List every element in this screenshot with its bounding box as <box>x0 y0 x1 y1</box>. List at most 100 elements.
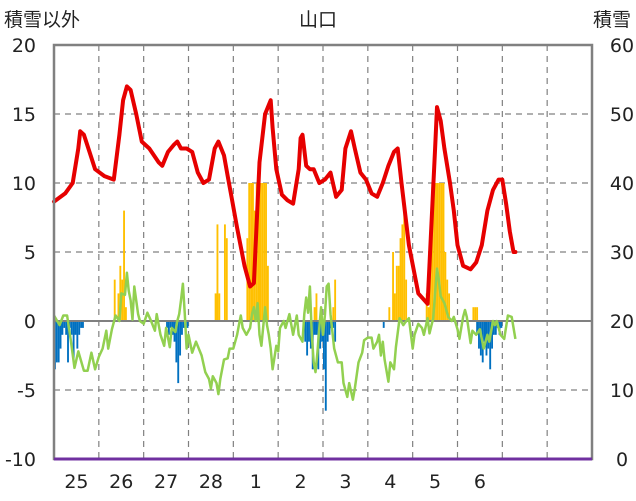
precip-bar <box>472 307 475 321</box>
right-tick-label: 40 <box>610 173 634 195</box>
precip-bar <box>442 183 445 321</box>
negative-bar <box>500 321 503 328</box>
precip-bar <box>438 183 441 321</box>
negative-bar <box>59 321 62 349</box>
date-label: 4 <box>384 471 396 493</box>
precip-bar <box>117 293 120 321</box>
negative-bar <box>175 321 178 363</box>
precip-bar <box>388 307 391 321</box>
date-label: 3 <box>339 471 351 493</box>
precip-bar <box>223 224 226 321</box>
snow-depth-line <box>52 84 518 306</box>
precip-bar <box>403 210 406 321</box>
precip-bar <box>332 307 335 321</box>
negative-bar <box>70 321 73 335</box>
negative-bar <box>169 321 172 328</box>
negative-bar <box>332 321 335 328</box>
negative-bar <box>492 321 495 335</box>
precip-bar <box>263 183 266 321</box>
negative-bar <box>177 321 180 384</box>
negative-bar <box>72 321 75 363</box>
precip-bar <box>225 238 228 321</box>
precip-bar <box>444 252 447 321</box>
precip-bar <box>214 293 217 321</box>
negative-bar <box>181 321 183 335</box>
left-tick-label: 20 <box>12 35 36 57</box>
left-tick-label: 5 <box>24 242 36 264</box>
precip-bar <box>446 279 449 321</box>
negative-bar <box>334 321 337 342</box>
precip-bar <box>124 307 127 321</box>
negative-bar <box>323 321 325 370</box>
x-axis: 25 26 27 28 1 2 3 4 5 6 <box>64 471 486 493</box>
negative-bar <box>74 321 77 335</box>
right-tick-label: 20 <box>610 311 634 333</box>
negative-bar <box>324 321 327 411</box>
negative-bar <box>80 321 83 328</box>
precip-bar <box>216 224 219 321</box>
date-label: 28 <box>199 471 223 493</box>
precip-bar <box>397 265 400 321</box>
precip-bar <box>401 224 404 321</box>
right-axis-label: 積雪 <box>593 9 631 31</box>
negative-bar <box>166 321 168 328</box>
negative-bar <box>313 321 316 335</box>
negative-bar <box>76 321 79 349</box>
precip-bar <box>448 293 451 321</box>
negative-bar <box>57 321 60 363</box>
precip-bar <box>261 183 264 321</box>
left-tick-label: -5 <box>17 380 36 402</box>
precip-bar <box>427 307 430 321</box>
right-axis: 60 50 40 30 20 10 0 <box>610 35 634 471</box>
precip-bar <box>474 307 477 321</box>
precip-bar <box>315 293 318 321</box>
right-tick-label: 60 <box>610 35 634 57</box>
precip-bar <box>259 183 262 321</box>
negative-bar <box>476 321 479 335</box>
right-tick-label: 10 <box>610 380 634 402</box>
precip-bar <box>248 183 251 321</box>
precip-bar <box>440 183 443 321</box>
date-label: 27 <box>154 471 178 493</box>
negative-bar <box>478 321 480 349</box>
precip-bar <box>265 183 267 321</box>
right-tick-label: 50 <box>610 104 634 126</box>
precip-bar <box>435 183 437 321</box>
precip-bar <box>405 279 408 321</box>
negative-bar <box>489 321 492 370</box>
negative-bar <box>382 321 385 328</box>
negative-bar <box>315 321 318 335</box>
precip-bar <box>113 279 116 321</box>
negative-bar <box>319 321 322 349</box>
date-label: 26 <box>109 471 133 493</box>
temperature-line <box>52 267 517 401</box>
negative-bar <box>67 321 69 363</box>
precip-bar <box>252 183 254 321</box>
negative-bar <box>65 321 68 335</box>
precip-bar <box>266 265 269 321</box>
precip-bar <box>313 307 316 321</box>
negative-bar <box>306 321 309 356</box>
precip-bar <box>393 293 396 321</box>
negative-bar <box>82 321 84 328</box>
precip-bar <box>431 183 434 321</box>
precip-bar <box>425 293 428 321</box>
negative-bar <box>182 321 185 328</box>
negative-bar <box>328 321 331 335</box>
negative-bar <box>78 321 81 335</box>
date-label: 5 <box>429 471 441 493</box>
left-axis: 20 15 10 5 0 -5 -10 <box>5 35 36 471</box>
left-tick-label: 0 <box>24 311 36 333</box>
right-tick-label: 0 <box>616 449 628 471</box>
precip-bar <box>250 183 253 321</box>
negative-bar <box>483 321 486 342</box>
negative-bar <box>304 321 307 342</box>
chart-title: 山口 <box>299 9 337 31</box>
left-tick-label: 10 <box>12 173 36 195</box>
precip-bar <box>218 293 221 321</box>
negative-bar <box>167 321 170 335</box>
negative-bar <box>494 321 497 335</box>
negative-bar <box>61 321 64 335</box>
left-tick-label: 15 <box>12 104 36 126</box>
